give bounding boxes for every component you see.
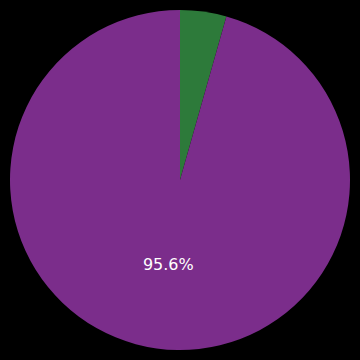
- svg-text:95.6%: 95.6%: [143, 255, 194, 274]
